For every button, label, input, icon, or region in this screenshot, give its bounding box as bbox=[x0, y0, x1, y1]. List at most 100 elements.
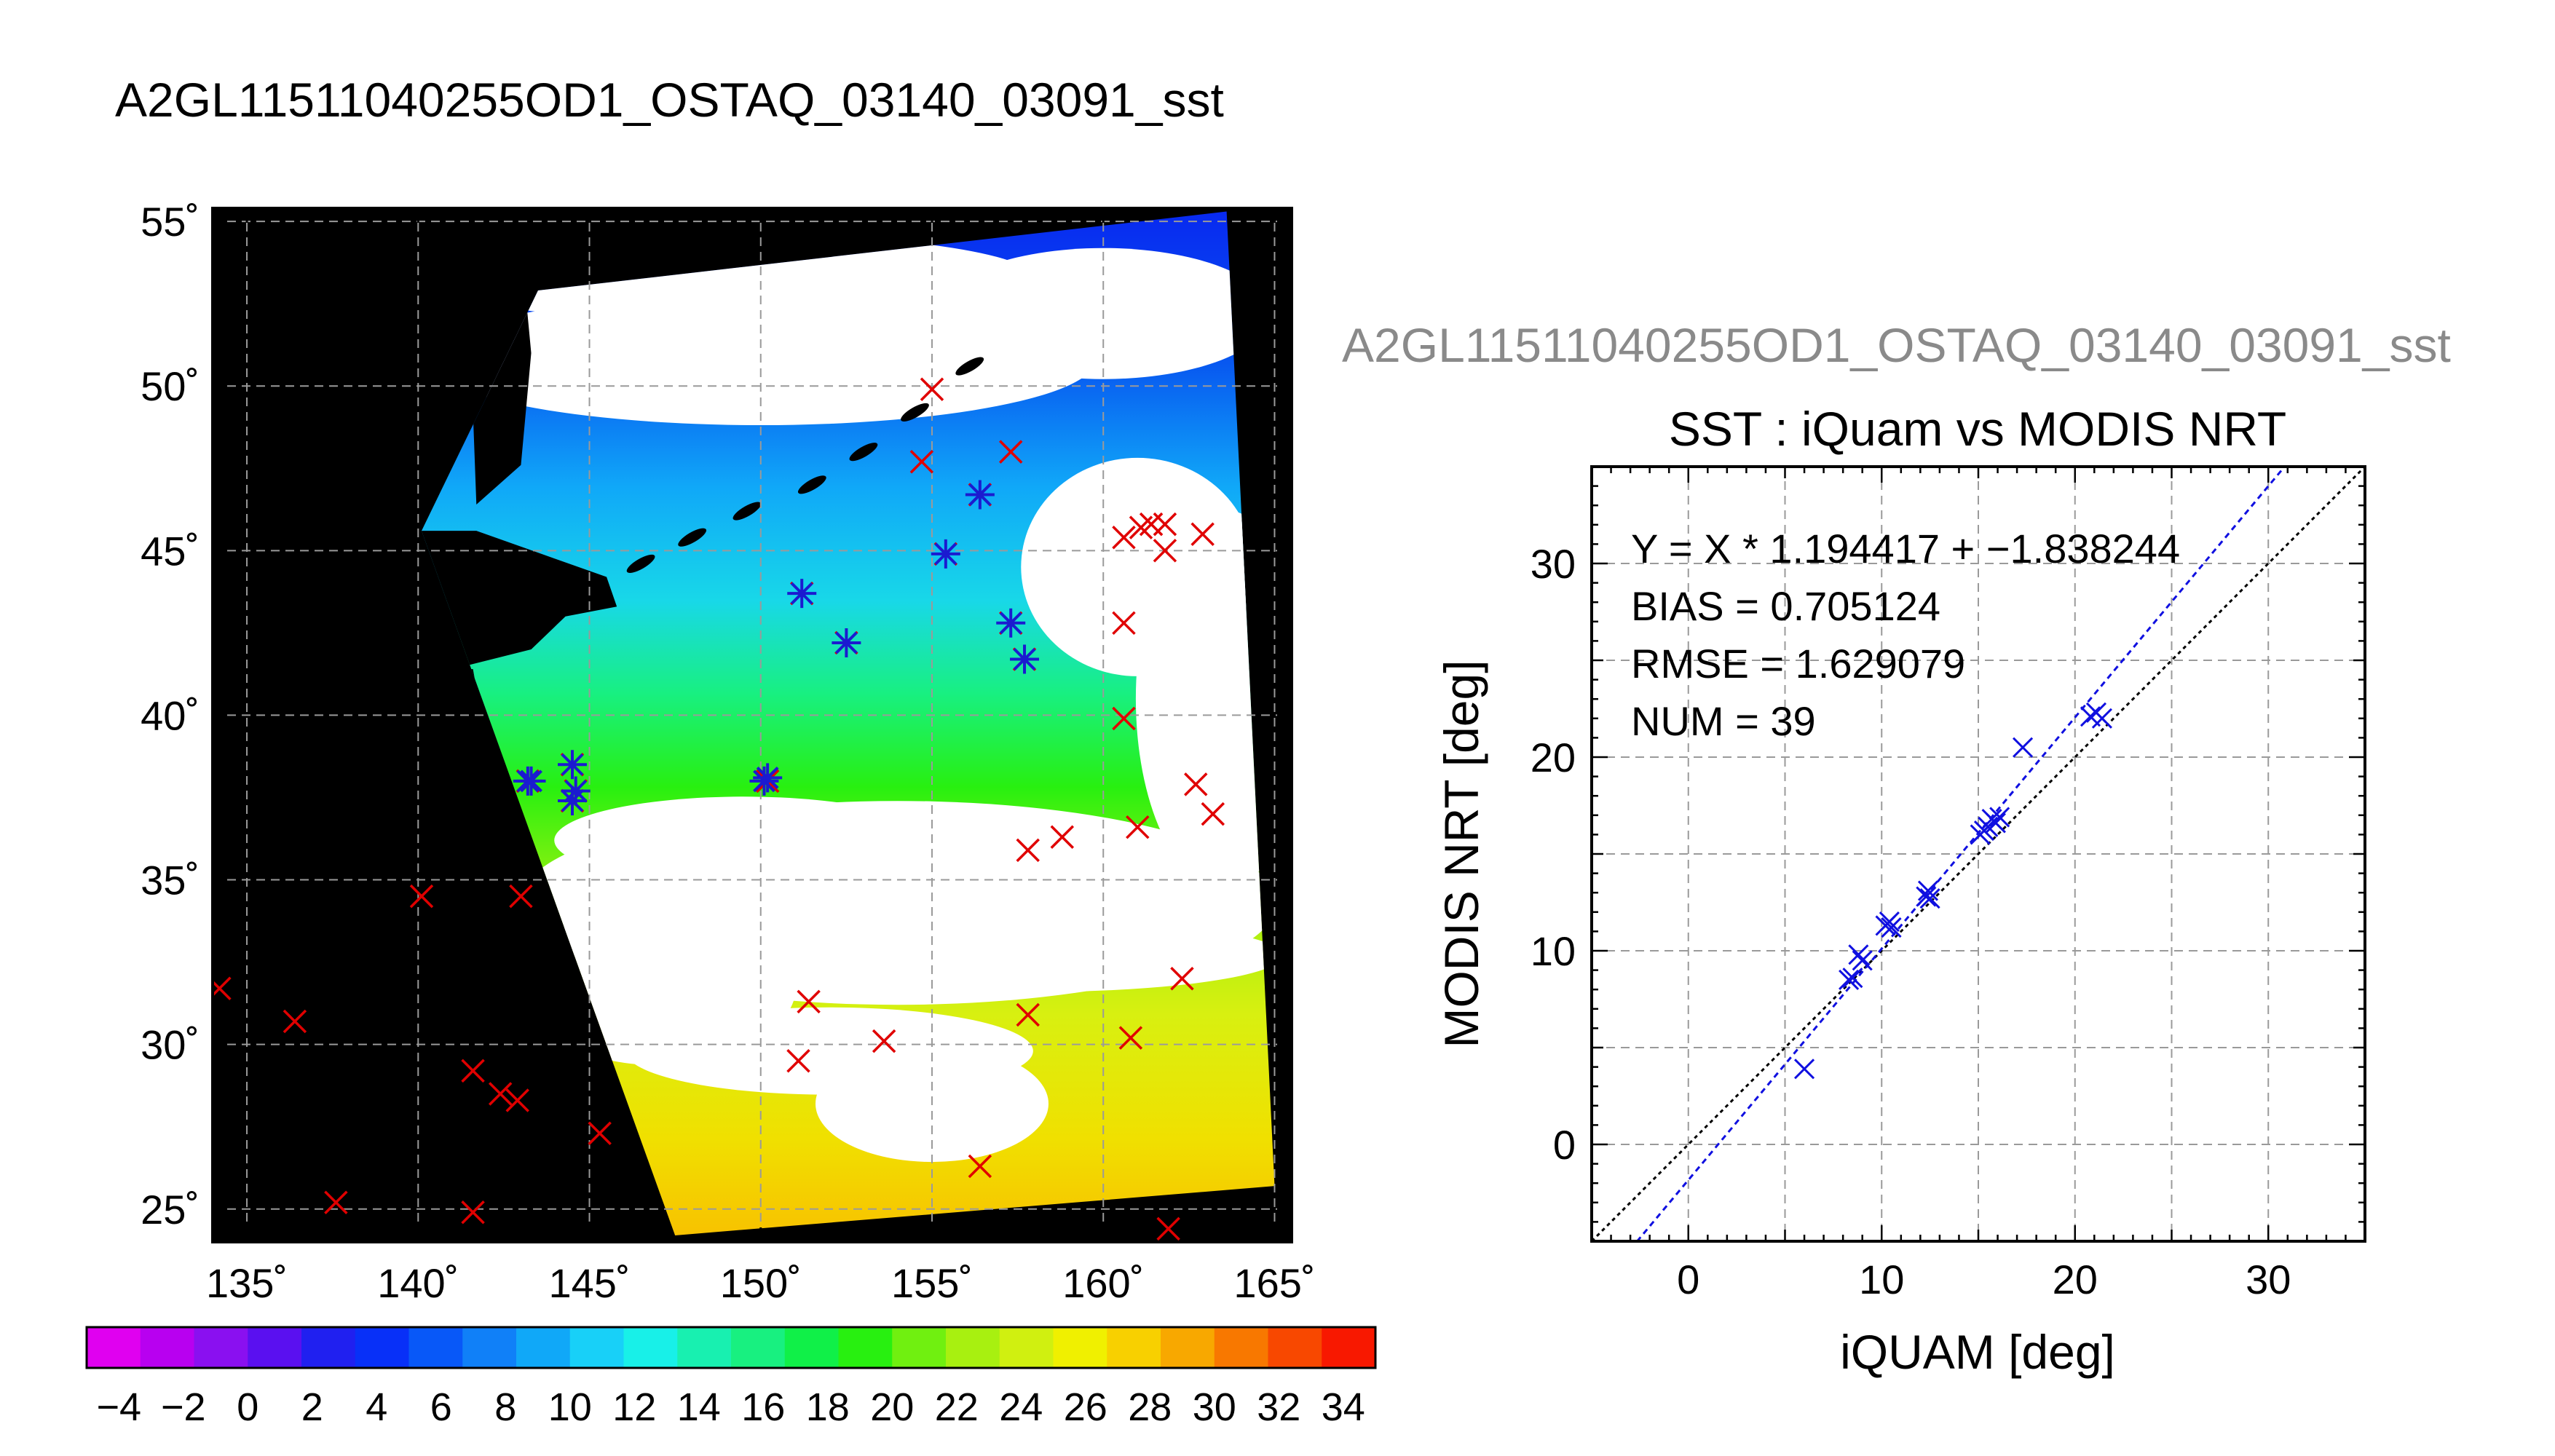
island bbox=[797, 475, 826, 494]
red-matchup-marker bbox=[1153, 539, 1177, 563]
scatter-point bbox=[1917, 880, 1939, 901]
colorbar-cell bbox=[248, 1327, 302, 1368]
blue-matchup-marker bbox=[931, 539, 960, 569]
colorbar-label: 20 bbox=[870, 1385, 914, 1429]
blue-matchup-marker bbox=[558, 786, 587, 816]
scatter-y-label: 30 bbox=[1531, 541, 1576, 587]
colorbar-cell bbox=[892, 1327, 947, 1368]
colorbar-cell bbox=[569, 1327, 625, 1368]
identity-line bbox=[1592, 467, 2365, 1241]
blue-matchup-marker bbox=[965, 480, 995, 510]
map-lat-label: 30˚ bbox=[141, 1022, 200, 1068]
map-lat-label: 50˚ bbox=[141, 363, 200, 409]
scatter-point bbox=[1848, 944, 1869, 965]
red-matchup-marker bbox=[509, 884, 533, 909]
red-matchup-marker bbox=[1118, 1026, 1143, 1050]
red-matchup-marker bbox=[1112, 525, 1136, 550]
colorbar-label: 8 bbox=[494, 1385, 516, 1429]
colorbar-frame bbox=[85, 1326, 1377, 1369]
scatter-y-label: 20 bbox=[1531, 735, 1576, 780]
colorbar-cell bbox=[1268, 1327, 1323, 1368]
scatter-grid bbox=[1592, 467, 2365, 1241]
scatter-x-label: 0 bbox=[1677, 1257, 1699, 1302]
scatter-point bbox=[1842, 968, 1863, 989]
blue-matchup-marker bbox=[561, 776, 591, 806]
map-ticks bbox=[213, 208, 1292, 1242]
colorbar-cell bbox=[355, 1327, 410, 1368]
red-matchup-marker bbox=[909, 449, 934, 474]
scatter-lines bbox=[1592, 467, 2365, 1241]
blue-matchup-marker bbox=[787, 579, 817, 609]
red-matchup-marker bbox=[968, 1154, 992, 1179]
scatter-annotation: NUM = 39 bbox=[1631, 698, 1816, 744]
land-mass bbox=[421, 531, 617, 670]
scatter-x-label: 10 bbox=[1859, 1257, 1904, 1302]
colorbar-label: 34 bbox=[1322, 1385, 1365, 1429]
colorbar-cells bbox=[87, 1327, 1376, 1368]
colorbar-label: 26 bbox=[1064, 1385, 1107, 1429]
colorbar-label: 2 bbox=[301, 1385, 323, 1429]
main-title: A2GL11511040255OD1_OSTAQ_03140_03091_sst bbox=[115, 73, 1224, 127]
map-lon-label: 135˚ bbox=[206, 1260, 288, 1306]
red-matchup-marker bbox=[1153, 512, 1177, 537]
red-matchup-marker bbox=[1050, 825, 1075, 849]
red-matchup-marker bbox=[488, 1082, 513, 1106]
scatter-x-label: 20 bbox=[2053, 1257, 2098, 1302]
scatter-y-label: 0 bbox=[1553, 1122, 1576, 1168]
colorbar: −4 −2 0 2 4 6 8 10 12 14 16 18 20 22 24 26 28 30 32 34 bbox=[85, 1326, 1377, 1429]
colorbar-label: 0 bbox=[237, 1385, 258, 1429]
red-matchup-marker bbox=[998, 440, 1023, 464]
colorbar-label: −4 bbox=[96, 1385, 141, 1429]
map-lat-label: 55˚ bbox=[141, 199, 200, 245]
scatter-title: SST : iQuam vs MODIS NRT bbox=[1669, 402, 2286, 456]
blue-matchup-marker bbox=[996, 608, 1026, 638]
scatter-annotation: Y = X * 1.194417 + −1.838244 bbox=[1631, 526, 2180, 571]
red-matchup-marker bbox=[213, 976, 232, 1001]
colorbar-label: 4 bbox=[366, 1385, 387, 1429]
colorbar-cell bbox=[946, 1327, 1000, 1368]
red-matchup-marker bbox=[1112, 706, 1136, 731]
colorbar-label: 24 bbox=[999, 1385, 1043, 1429]
map-lon-label: 140˚ bbox=[377, 1260, 459, 1306]
map-lat-label: 40˚ bbox=[141, 692, 200, 738]
scatter-point bbox=[1879, 911, 1900, 933]
red-matchup-marker bbox=[283, 1009, 307, 1034]
scatter-point bbox=[1989, 807, 2010, 828]
island bbox=[901, 403, 929, 422]
scatter-point bbox=[2012, 737, 2034, 758]
red-matchup-marker bbox=[1112, 611, 1136, 636]
blue-matchup-marker bbox=[516, 766, 546, 796]
colorbar-cell bbox=[87, 1327, 141, 1368]
scatter-point bbox=[1916, 886, 1937, 907]
colorbar-label: 6 bbox=[430, 1385, 452, 1429]
colorbar-label: 32 bbox=[1257, 1385, 1300, 1429]
map-lon-label: 155˚ bbox=[891, 1260, 973, 1306]
blue-matchup-marker bbox=[753, 763, 783, 793]
colorbar-label: 22 bbox=[935, 1385, 979, 1429]
scatter-xlabel: iQUAM [deg] bbox=[1840, 1325, 2115, 1379]
scatter-ylabel: MODIS NRT [deg] bbox=[1434, 660, 1488, 1048]
colorbar-cell bbox=[462, 1327, 517, 1368]
fit-line bbox=[1635, 467, 2286, 1241]
colorbar-cell bbox=[1214, 1327, 1269, 1368]
scatter-point bbox=[1839, 969, 1860, 990]
red-matchup-marker bbox=[797, 989, 821, 1014]
colorbar-label: 16 bbox=[741, 1385, 785, 1429]
map-lat-label: 35˚ bbox=[141, 858, 200, 903]
scatter-plot: SST : iQuam vs MODIS NRT 0 10 20 300102030 … bbox=[1434, 402, 2366, 1379]
matchup-markers bbox=[213, 377, 1225, 1241]
blue-matchup-marker bbox=[558, 750, 587, 780]
map-lon-label: 160˚ bbox=[1062, 1260, 1144, 1306]
island bbox=[626, 554, 655, 573]
map-lon-label: 145˚ bbox=[548, 1260, 630, 1306]
red-matchup-marker bbox=[786, 1049, 810, 1073]
colorbar-cell bbox=[194, 1327, 249, 1368]
red-matchup-marker bbox=[872, 1029, 896, 1053]
colorbar-cell bbox=[408, 1327, 464, 1368]
colorbar-cell bbox=[731, 1327, 786, 1368]
red-matchup-marker bbox=[505, 1088, 529, 1112]
red-matchup-marker bbox=[461, 1200, 485, 1224]
map-lat-label: 25˚ bbox=[141, 1187, 200, 1233]
colorbar-cell bbox=[677, 1327, 732, 1368]
red-matchup-marker bbox=[461, 1059, 485, 1083]
